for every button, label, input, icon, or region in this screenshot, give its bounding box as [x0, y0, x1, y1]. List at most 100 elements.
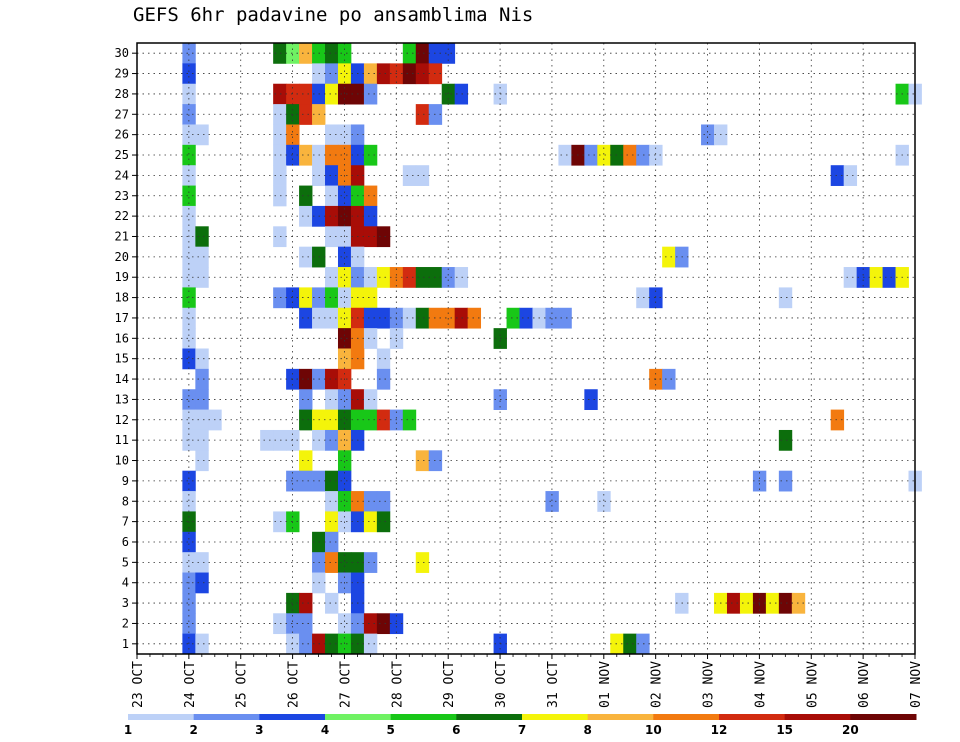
- heatmap-cell: [195, 409, 209, 431]
- y-tick-label: 12: [115, 413, 129, 427]
- heatmap-cell: [363, 633, 378, 655]
- heatmap-cell: [402, 165, 417, 186]
- heatmap-cell: [182, 267, 196, 288]
- y-tick-label: 4: [122, 576, 129, 590]
- x-axis: 23 OCT 24 OCT 25 OCT 26 OCT 27 OCT 28 OCT 29 O…: [131, 654, 924, 708]
- heatmap-cell: [182, 287, 196, 309]
- x-tick-label: 23 OCT: [131, 661, 146, 708]
- heatmap-cell: [273, 613, 287, 635]
- colorbar-label: 12: [711, 723, 728, 737]
- heatmap-cell: [325, 531, 339, 553]
- heatmap-cell: [415, 165, 430, 186]
- x-tick-label: 30 OCT: [494, 661, 509, 708]
- y-tick-label: 23: [115, 189, 129, 203]
- heatmap-cell: [273, 43, 287, 64]
- heatmap-cell: [337, 43, 352, 64]
- x-tick-label: 31 OCT: [546, 661, 561, 708]
- colorbar-swatch: [456, 714, 523, 720]
- colorbar-swatch: [784, 714, 851, 720]
- y-tick-label: 28: [115, 87, 129, 101]
- heatmap-cell: [545, 491, 559, 512]
- y-tick-label: 6: [122, 535, 129, 549]
- heatmap-cell: [843, 165, 858, 186]
- colorbar-swatch: [653, 714, 720, 720]
- y-tick-label: 16: [115, 331, 129, 345]
- heatmap-cell: [376, 267, 391, 288]
- y-tick-label: 5: [122, 555, 129, 569]
- heatmap-cell: [325, 63, 339, 85]
- heatmap-cell: [402, 43, 417, 64]
- heatmap-cell: [260, 429, 274, 451]
- heatmap-cell: [299, 104, 313, 125]
- heatmap-cell: [299, 205, 313, 227]
- heatmap-cell: [337, 63, 352, 85]
- heatmap-cell: [182, 409, 196, 431]
- x-tick-label: 07 NOV: [909, 661, 924, 708]
- heatmap-cell: [182, 83, 196, 105]
- heatmap-cell: [182, 246, 196, 268]
- heatmap-cell: [286, 613, 300, 635]
- y-tick-label: 9: [122, 474, 129, 488]
- heatmap-cell: [623, 144, 637, 166]
- heatmap-cell: [182, 348, 196, 370]
- heatmap-cell: [454, 307, 469, 329]
- y-tick-label: 3: [122, 596, 129, 610]
- heatmap-cell: [325, 429, 339, 451]
- heatmap-cell: [376, 368, 391, 390]
- y-tick-label: 15: [115, 352, 129, 366]
- heatmap-cell: [273, 185, 287, 207]
- heatmap-cell: [182, 104, 196, 125]
- heatmap-cell: [195, 348, 209, 370]
- heatmap-cell: [299, 307, 313, 329]
- heatmap-cell: [273, 124, 287, 146]
- y-tick-label: 1: [122, 637, 129, 651]
- heatmap-cell: [195, 368, 209, 390]
- heatmap-cell: [376, 348, 391, 370]
- heatmap-cell: [325, 511, 339, 533]
- x-tick-label: 01 NOV: [598, 661, 613, 708]
- heatmap-cell: [286, 104, 300, 125]
- heatmap-cell: [363, 409, 378, 431]
- heatmap-cell: [376, 491, 391, 512]
- heatmap-cell: [195, 552, 209, 573]
- heatmap-cell: [662, 246, 676, 268]
- heatmap-cell: [182, 205, 196, 227]
- heatmap-cell: [882, 267, 896, 288]
- heatmap-cell: [195, 246, 209, 268]
- colorbar-swatch: [719, 714, 786, 720]
- heatmap-cell: [286, 592, 300, 614]
- heatmap-cell: [597, 144, 611, 166]
- colorbar-swatch: [259, 714, 326, 720]
- heatmap-cell: [299, 368, 313, 390]
- heatmap-cell: [299, 633, 313, 655]
- y-tick-label: 7: [122, 515, 129, 529]
- heatmap-cell: [778, 592, 793, 614]
- heatmap-cell: [325, 552, 339, 573]
- heatmap-cell: [830, 409, 845, 431]
- heatmap-cell: [182, 185, 196, 207]
- heatmap-cell: [273, 104, 287, 125]
- heatmap-cell: [195, 226, 209, 248]
- heatmap-cell: [273, 226, 287, 248]
- colorbar-swatch: [128, 714, 195, 720]
- heatmap-cell: [299, 185, 313, 207]
- heatmap-cell: [325, 144, 339, 166]
- heatmap-cell: [325, 287, 339, 309]
- heatmap-cell: [325, 267, 339, 288]
- heatmap-cell: [182, 613, 196, 635]
- heatmap-cell: [337, 328, 352, 349]
- heatmap-cell: [415, 307, 430, 329]
- heatmap-cell: [415, 552, 430, 573]
- heatmap-cell: [182, 491, 196, 512]
- heatmap-cell: [584, 144, 598, 166]
- heatmap-cell: [441, 267, 456, 288]
- heatmap-cell: [363, 144, 378, 166]
- heatmap-cell: [286, 144, 300, 166]
- heatmap-cell: [765, 592, 780, 614]
- heatmap-cell: [441, 43, 456, 64]
- colorbar-label: 6: [452, 723, 460, 737]
- heatmap-cell: [182, 592, 196, 614]
- heatmap-cell: [182, 470, 196, 492]
- x-tick-label: 25 OCT: [235, 661, 250, 708]
- heatmap-cell: [337, 491, 352, 512]
